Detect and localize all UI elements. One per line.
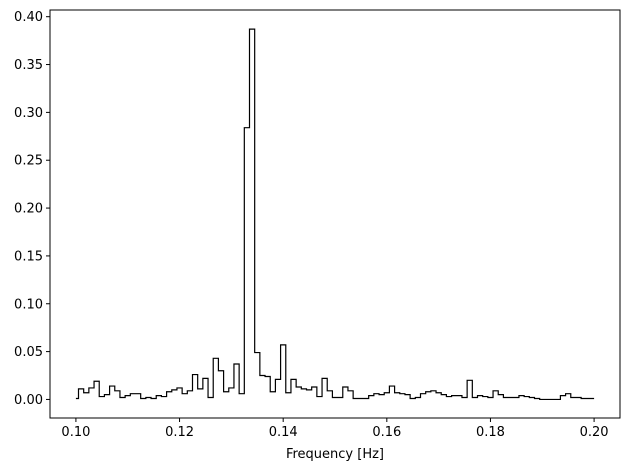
y-tick-label: 0.10 — [14, 297, 43, 312]
x-tick-label: 0.12 — [165, 425, 194, 440]
axes-frame — [49, 9, 621, 419]
y-tick-label: 0.35 — [14, 58, 43, 73]
y-tick-label: 0.30 — [14, 106, 43, 121]
y-tick-label: 0.00 — [14, 393, 43, 408]
y-tick-label: 0.20 — [14, 202, 43, 217]
x-tick-label: 0.16 — [372, 425, 401, 440]
y-tick-label: 0.05 — [14, 345, 43, 360]
series-line-0 — [75, 28, 595, 401]
x-tick-label: 0.18 — [476, 425, 505, 440]
x-axis-label: Frequency [Hz] — [286, 447, 384, 462]
y-tick-label: 0.15 — [14, 249, 43, 264]
y-tick-label: 0.40 — [14, 10, 43, 25]
plot-area: 0.10 0.12 0.14 0.16 0.18 0.20 0.00 0.05 0.10 0.15… — [14, 9, 621, 440]
x-tick-label: 0.10 — [61, 425, 90, 440]
x-tick-label: 0.14 — [269, 425, 298, 440]
x-tick-label: 0.20 — [580, 425, 609, 440]
y-tick-label: 0.25 — [14, 154, 43, 169]
